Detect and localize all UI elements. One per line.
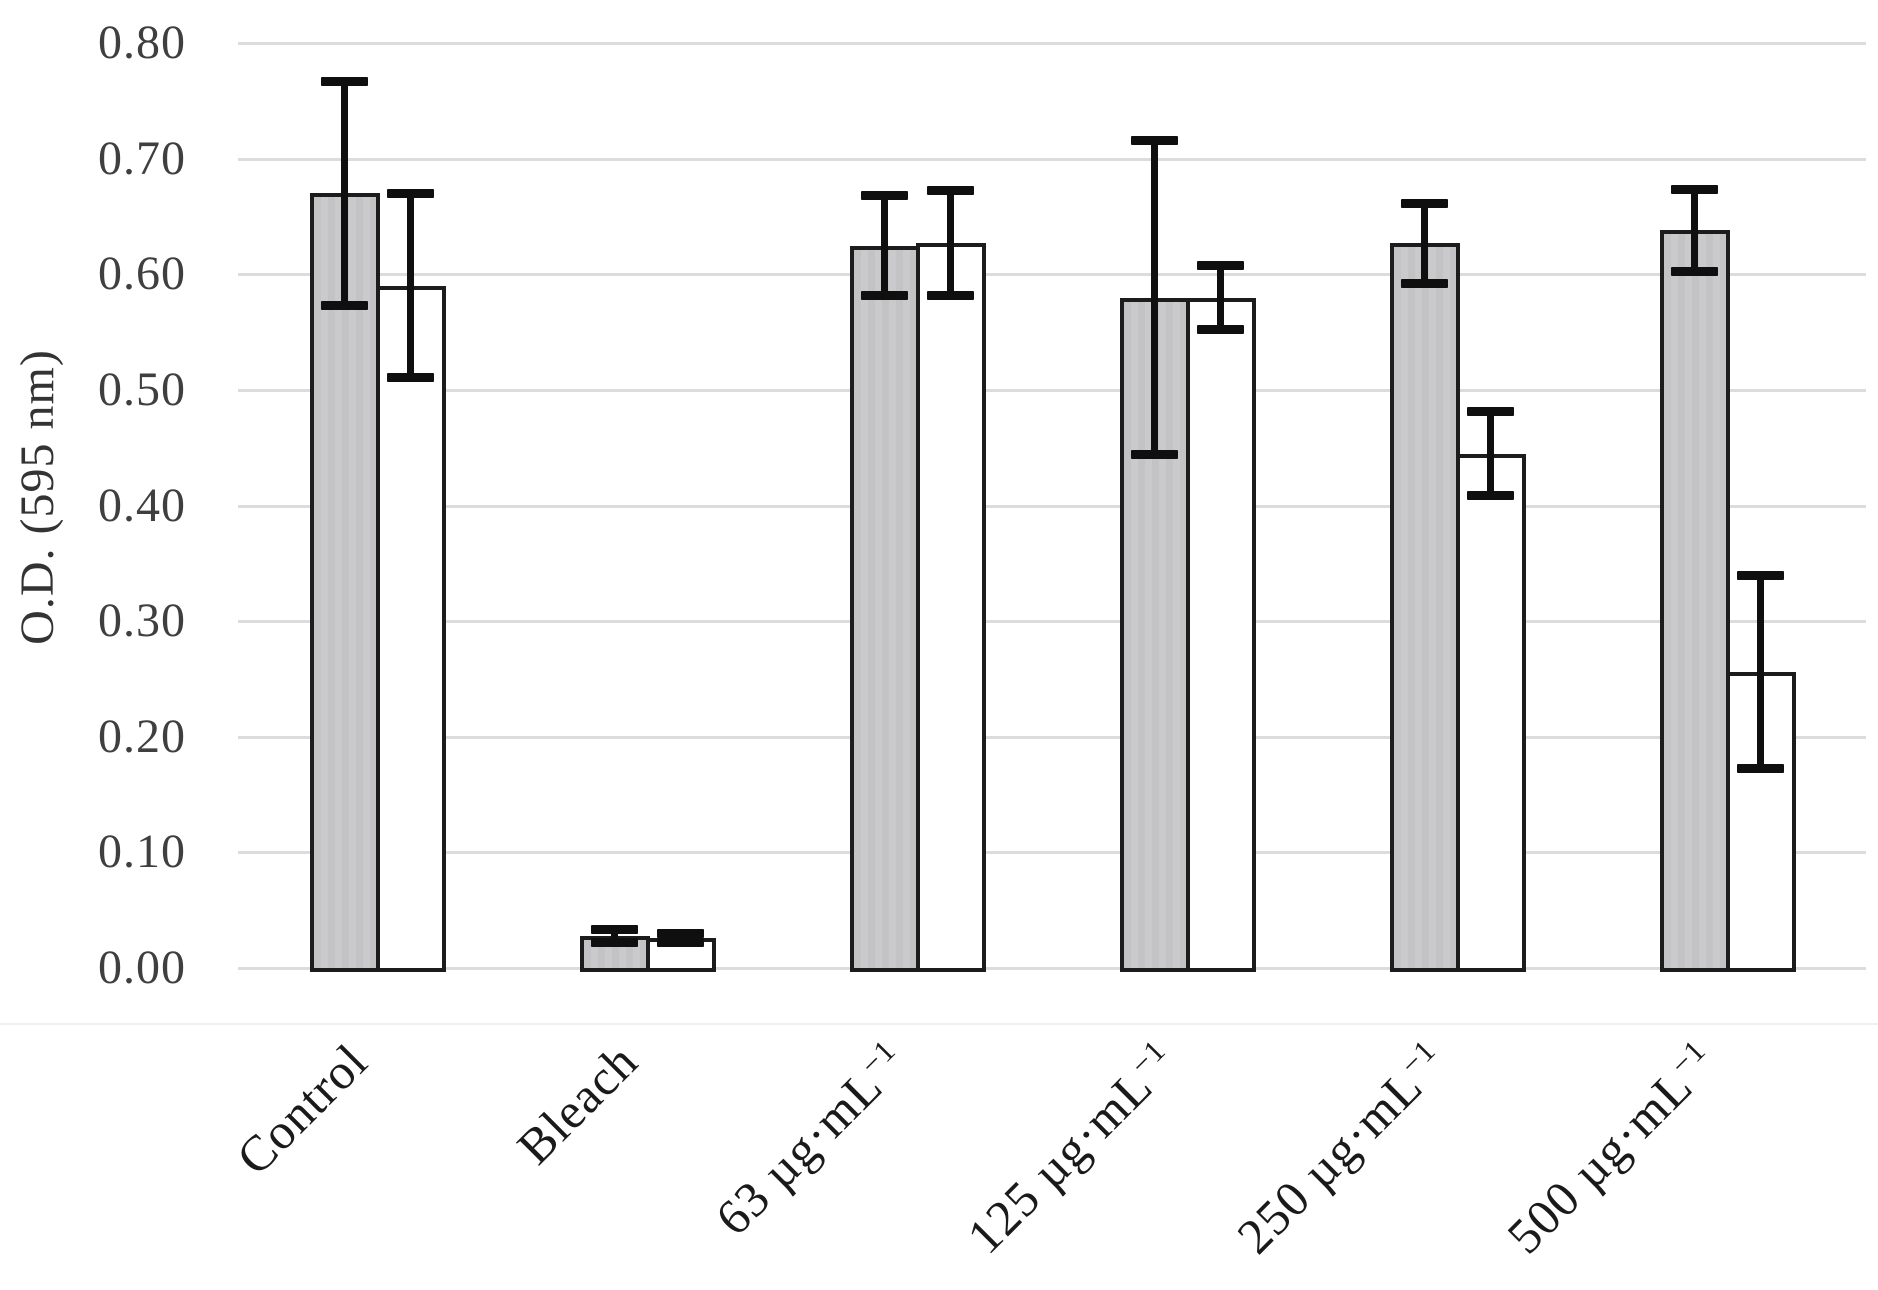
gridline: [238, 389, 1866, 392]
white-bar-4: [1455, 453, 1526, 972]
error-bar-cap: [321, 77, 368, 87]
error-bar-whisker: [1487, 410, 1494, 497]
error-bar-whisker: [407, 193, 414, 379]
error-bar-whisker: [881, 194, 888, 297]
error-bar-cap: [657, 929, 704, 939]
y-tick-label: 0.30: [98, 594, 186, 648]
y-tick-label: 0.20: [98, 709, 186, 763]
white-bar-2: [915, 243, 986, 972]
x-category-label-4: 250 µg·mL−1: [1226, 1032, 1443, 1265]
error-bar-cap: [1671, 184, 1718, 194]
gridline: [238, 851, 1866, 855]
error-bar-cap: [387, 189, 434, 199]
error-bar-whisker: [1217, 265, 1224, 330]
y-tick-label: 0.00: [98, 941, 186, 994]
error-bar-whisker: [1757, 574, 1764, 770]
shaded-bar-2: [849, 245, 920, 972]
error-bar-cap: [591, 924, 638, 934]
bottom-faint-rule: [0, 1023, 1878, 1025]
error-bar-whisker: [1421, 202, 1428, 284]
error-bar-cap: [1131, 449, 1178, 459]
x-category-label-2: 63 µg·mL−1: [704, 1032, 903, 1246]
error-bar-cap: [861, 190, 908, 200]
error-bar-whisker: [947, 190, 954, 297]
shaded-bar-0: [309, 193, 380, 972]
gridline: [238, 42, 1866, 46]
y-tick-label: 0.70: [98, 131, 186, 185]
y-tick-label: 0.80: [98, 16, 186, 70]
y-tick-label: 0.10: [98, 825, 186, 879]
x-category-label-5: 500 µg·mL−1: [1496, 1032, 1713, 1265]
x-category-label-1: Bleach: [505, 1032, 648, 1175]
gridline: [238, 735, 1866, 739]
gridline: [238, 620, 1866, 624]
error-bar-cap: [657, 937, 704, 947]
gridline: [238, 967, 1866, 970]
gridline: [238, 273, 1866, 277]
error-bar-cap: [1671, 267, 1718, 277]
error-bar-cap: [861, 291, 908, 301]
error-bar-cap: [927, 291, 974, 301]
error-bar-cap: [1467, 406, 1514, 416]
error-bar-cap: [1197, 261, 1244, 271]
error-bar-cap: [1197, 324, 1244, 334]
x-category-label-0: Control: [225, 1032, 378, 1186]
error-bar-cap: [927, 186, 974, 195]
y-tick-label: 0.60: [98, 247, 186, 301]
error-bar-cap: [1737, 570, 1784, 580]
white-bar-3: [1185, 297, 1256, 972]
white-bar-5: [1725, 672, 1796, 972]
shaded-bar-5: [1659, 230, 1730, 972]
error-bar-whisker: [1691, 188, 1698, 273]
shaded-bar-4: [1389, 243, 1460, 972]
error-bar-cap: [591, 937, 638, 947]
error-bar-cap: [321, 300, 368, 310]
error-bar-cap: [1401, 198, 1448, 208]
error-bar-whisker: [1151, 140, 1158, 455]
y-tick-label: 0.50: [98, 363, 186, 416]
gridline: [238, 504, 1866, 508]
y-tick-label: 0.40: [98, 478, 186, 532]
white-bar-0: [375, 285, 446, 972]
error-bar-cap: [1401, 278, 1448, 288]
gridline: [238, 157, 1866, 161]
x-category-label-3: 125 µg·mL−1: [956, 1032, 1173, 1265]
error-bar-cap: [387, 373, 434, 383]
error-bar-whisker: [611, 928, 618, 943]
error-bar-cap: [1131, 136, 1178, 146]
error-bar-whisker: [341, 81, 348, 306]
error-bar-cap: [1467, 491, 1514, 501]
error-bar-cap: [1737, 764, 1784, 774]
